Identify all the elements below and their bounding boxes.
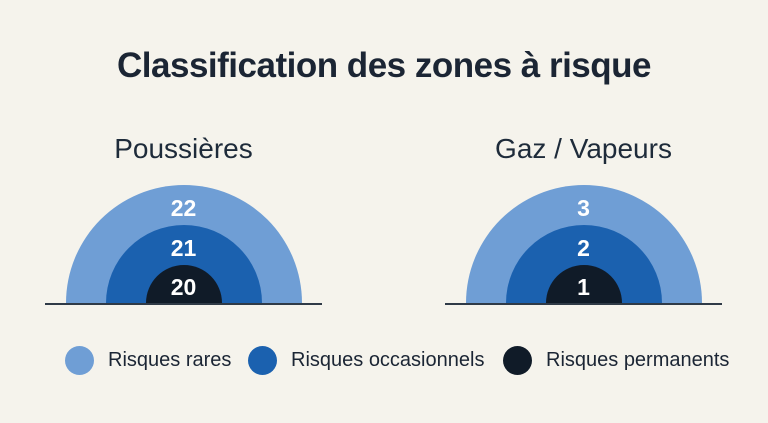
column-title-poussieres: Poussières [114, 133, 253, 164]
legend-label-occasional: Risques occasionnels [291, 348, 485, 371]
legend-label-rare: Risques rares [108, 348, 232, 371]
legend-dot-rare [65, 345, 94, 375]
legend-label-permanent: Risques permanents [546, 348, 730, 371]
diagram-poussieres: 22 21 20 [45, 185, 322, 305]
column-gaz-vapeurs: Gaz / Vapeurs 3 2 1 [445, 0, 722, 423]
baseline-gaz-vapeurs [445, 303, 722, 305]
column-poussieres: Poussières 22 21 20 [45, 0, 322, 423]
zone-label-2: 2 [577, 235, 590, 261]
legend-dot-occasional [248, 345, 277, 375]
zone-label-20: 20 [170, 274, 197, 300]
column-title-gaz-vapeurs: Gaz / Vapeurs [495, 133, 672, 164]
page-title: Classification des zones à risque [117, 46, 651, 85]
legend: Risques rares Risques occasionnels Risqu… [0, 345, 768, 375]
baseline-poussieres [45, 303, 322, 305]
diagram-gaz-vapeurs: 3 2 1 [445, 185, 722, 305]
legend-item-permanent: Risques permanents [503, 345, 729, 375]
zone-label-21: 21 [170, 235, 197, 261]
zone-label-22: 22 [170, 195, 197, 221]
legend-dot-permanent [503, 345, 532, 375]
legend-item-occasional: Risques occasionnels [248, 345, 484, 375]
zone-label-3: 3 [577, 195, 590, 221]
legend-item-rare: Risques rares [65, 345, 231, 375]
zone-label-1: 1 [577, 274, 590, 300]
